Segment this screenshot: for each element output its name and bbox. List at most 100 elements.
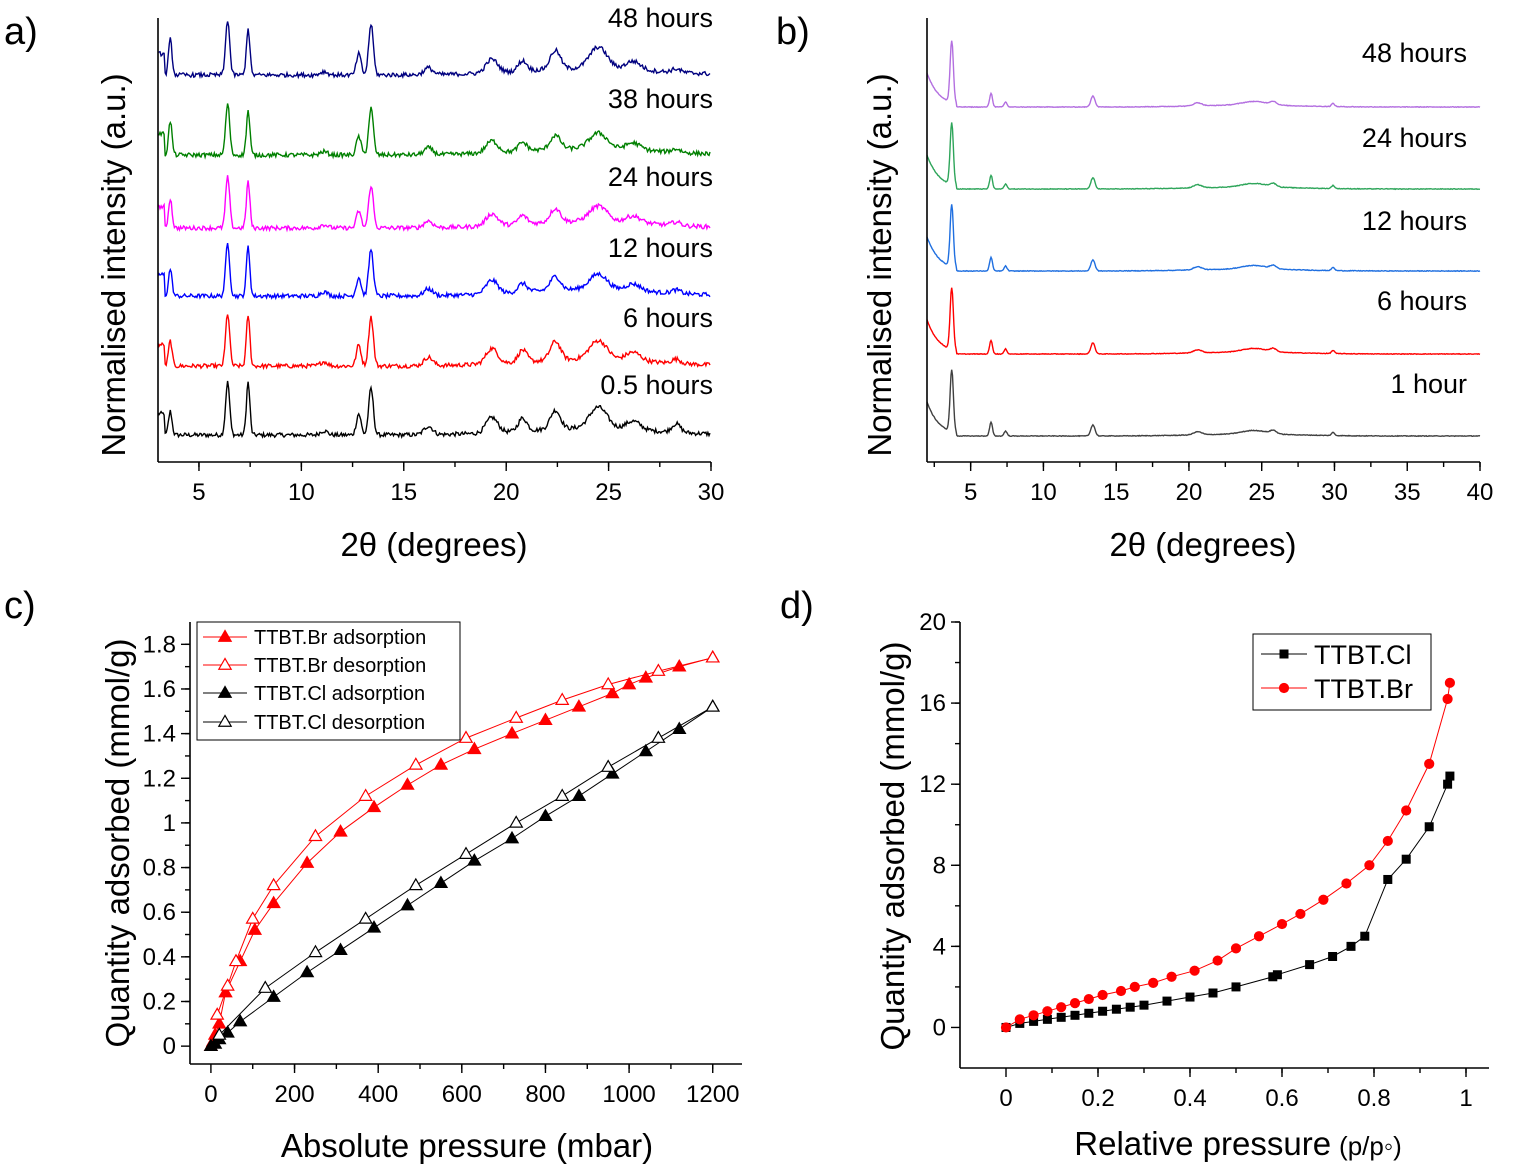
panel-b-letter: b) bbox=[776, 11, 810, 53]
panel-c-series-ttbt-br-adsorption-point bbox=[467, 741, 482, 755]
panel-d-legend-cl: TTBT.Cl bbox=[1314, 640, 1412, 670]
panel-d-series-ttbt-br-point bbox=[1115, 985, 1127, 997]
panel-b-label-24-hours: 24 hours bbox=[1362, 123, 1467, 153]
panel-c-series bbox=[203, 650, 720, 1051]
panel-d-series-ttbt-cl-point bbox=[1070, 1010, 1080, 1020]
panel-d-legend-br: TTBT.Br bbox=[1314, 674, 1413, 704]
panel-b-x-tick-label: 30 bbox=[1321, 479, 1348, 506]
panel-d-x-tick-label: 0.8 bbox=[1357, 1085, 1390, 1112]
panel-c-series-ttbt-br-adsorption-point bbox=[605, 685, 620, 699]
panel-c-x-tick-label: 1200 bbox=[686, 1081, 739, 1108]
panel-b-curve-48-hours bbox=[926, 40, 1481, 109]
panel-c-series-ttbt-cl-desorption-point bbox=[508, 815, 524, 828]
panel-c-series-ttbt-cl-adsorption-point bbox=[433, 875, 449, 889]
panel-d-series-ttbt-cl-point bbox=[1401, 854, 1411, 864]
panel-c-legend-cl-desorption: TTBT.Cl desorption bbox=[254, 712, 425, 734]
panel-d-series-ttbt-cl-point bbox=[1056, 1012, 1066, 1022]
panel-a-curve-38-hours bbox=[157, 103, 711, 160]
panel-d-y-tick-label: 20 bbox=[919, 609, 946, 636]
panel-c-legend-marker-0 bbox=[217, 629, 233, 642]
panel-c-y-tick-label: 0 bbox=[163, 1033, 176, 1060]
panel-d-series-ttbt-cl-point bbox=[1328, 952, 1338, 961]
panel-c-series-ttbt-cl-desorption-point bbox=[308, 944, 323, 958]
panel-c-series-ttbt-br-desorption-point bbox=[600, 676, 616, 690]
panel-d-x-axis-title-unit: (p/p◦) bbox=[1339, 1131, 1402, 1161]
panel-a-curve-48-hours bbox=[157, 21, 711, 80]
panel-d-series-ttbt-br-point bbox=[1295, 908, 1306, 920]
panel-c-legend: TTBT.Br adsorption TTBT.Br desorption TT… bbox=[196, 621, 461, 741]
panel-d-y-tick-label: 0 bbox=[933, 1014, 946, 1041]
panel-b-label-1-hour: 1 hour bbox=[1390, 369, 1467, 399]
panel-a-curves bbox=[157, 21, 711, 439]
panel-c-legend-marker-3 bbox=[217, 714, 233, 727]
panel-c-series-ttbt-cl-adsorption-point bbox=[467, 853, 482, 866]
panel-b-label-6-hours: 6 hours bbox=[1377, 286, 1467, 316]
panel-c: 0 200 400 600 800 1000 1200 0 0.2 0.4 0.6 0.8 1 1.2 1.… bbox=[99, 621, 742, 1164]
panel-d-x-tick-label: 0.4 bbox=[1173, 1085, 1206, 1112]
panel-d-series-ttbt-br-point bbox=[1129, 981, 1140, 993]
panel-d-series-ttbt-cl-point bbox=[1272, 970, 1282, 980]
panel-b-label-48-hours: 48 hours bbox=[1362, 38, 1467, 68]
panel-d-series-ttbt-cl-point bbox=[1029, 1016, 1039, 1026]
panel-c-y-tick-label: 1 bbox=[163, 810, 176, 837]
panel-b-x-tick-label: 20 bbox=[1176, 479, 1203, 506]
panel-b-x-tick-label: 10 bbox=[1030, 479, 1057, 506]
panel-c-series-ttbt-cl-desorption-point bbox=[554, 788, 570, 801]
panel-c-series-ttbt-cl-adsorption-point bbox=[571, 788, 587, 801]
panel-a-x-tick-label: 5 bbox=[192, 479, 205, 506]
panel-b-curve-labels: 48 hours 24 hours 12 hours 6 hours 1 hour bbox=[1362, 38, 1467, 399]
panel-c-x-tick-label: 400 bbox=[358, 1081, 398, 1108]
panel-c-series-ttbt-br-desorption-point bbox=[228, 953, 244, 967]
panel-c-series-ttbt-cl-adsorption-point bbox=[333, 942, 348, 955]
panel-d-legend-marks bbox=[1261, 649, 1307, 694]
panel-b: 48 hours 24 hours 12 hours 6 hours 1 hour 5 1… bbox=[861, 18, 1493, 563]
panel-c-series-ttbt-cl-desorption-point bbox=[705, 699, 720, 712]
panel-b-x-axis-title: 2θ (degrees) bbox=[1109, 526, 1296, 563]
panel-c-series-ttbt-cl-adsorption-point bbox=[232, 1013, 248, 1027]
panel-c-series-ttbt-cl-adsorption-point bbox=[220, 1025, 235, 1038]
panel-d-series-ttbt-br-point bbox=[1442, 693, 1453, 705]
panel-c-series-ttbt-br-desorption-point bbox=[458, 730, 474, 743]
panel-d-series-ttbt-cl-point bbox=[1445, 771, 1455, 781]
panel-b-curve-24-hours bbox=[926, 122, 1481, 191]
panel-d-series-ttbt-cl-point bbox=[1208, 988, 1218, 998]
panel-d-legend: TTBT.Cl TTBT.Br bbox=[1252, 633, 1432, 711]
panel-c-y-tick-label: 0.8 bbox=[143, 855, 176, 882]
panel-c-series-ttbt-br-desorption-point bbox=[209, 1007, 225, 1020]
panel-c-series-ttbt-cl-adsorption-line bbox=[210, 706, 713, 1047]
panel-c-y-axis-title: Quantity adsorbed (mmol/g) bbox=[99, 638, 136, 1047]
panel-d-x-axis-title-text: Relative pressure bbox=[1074, 1125, 1331, 1162]
panel-c-x-tick-label: 200 bbox=[275, 1081, 315, 1108]
panel-d-series-ttbt-cl-point bbox=[1098, 1006, 1108, 1016]
panel-d-x-tick-label: 0.6 bbox=[1265, 1085, 1298, 1112]
panel-a-label-38-hours: 38 hours bbox=[608, 84, 713, 114]
panel-d-y-axis-title: Quantity adsorbed (mmol/g) bbox=[874, 641, 911, 1050]
panel-d-y-tick-label: 8 bbox=[933, 852, 946, 879]
panel-d-series-ttbt-br-point bbox=[1444, 677, 1455, 688]
panel-d-legend-marker-br bbox=[1278, 682, 1290, 694]
panel-a-x-tick-label: 30 bbox=[698, 479, 725, 506]
panel-c-series-ttbt-cl-adsorption-point bbox=[504, 830, 520, 844]
panel-c-y-tick-label: 1.6 bbox=[143, 676, 176, 703]
panel-c-legend-cl-adsorption: TTBT.Cl adsorption bbox=[254, 683, 425, 705]
panel-d-series-ttbt-br-line bbox=[1005, 682, 1451, 1028]
panel-d-series-ttbt-br-point bbox=[1212, 955, 1223, 966]
panel-c-legend-br-adsorption: TTBT.Br adsorption bbox=[254, 627, 426, 649]
panel-d-series-ttbt-br-point bbox=[1042, 1006, 1053, 1017]
panel-d-series-ttbt-br-point bbox=[1189, 965, 1200, 976]
panel-c-x-tick-label: 800 bbox=[525, 1081, 565, 1108]
panel-d-letter: d) bbox=[780, 585, 814, 627]
panel-c-series-ttbt-br-adsorption-point bbox=[333, 824, 348, 837]
panel-a-curve-12-hours bbox=[157, 242, 711, 301]
panel-c-series-ttbt-br-desorption-point bbox=[266, 877, 281, 891]
panel-c-series-ttbt-cl-adsorption-point bbox=[366, 920, 382, 933]
panel-a-curve-24-hours bbox=[157, 175, 711, 233]
panel-c-series-ttbt-br-adsorption-point bbox=[299, 855, 315, 868]
panel-d-ticks: 0 0.2 0.4 0.6 0.8 1 0 4 8 12 16 20 bbox=[919, 609, 1472, 1112]
panel-c-series-ttbt-br-desorption-point bbox=[308, 828, 323, 842]
panel-d-series-ttbt-br-point bbox=[1000, 1022, 1012, 1033]
panel-d-series-ttbt-cl-point bbox=[1231, 982, 1241, 992]
panel-c-y-tick-label: 1.4 bbox=[143, 721, 176, 748]
